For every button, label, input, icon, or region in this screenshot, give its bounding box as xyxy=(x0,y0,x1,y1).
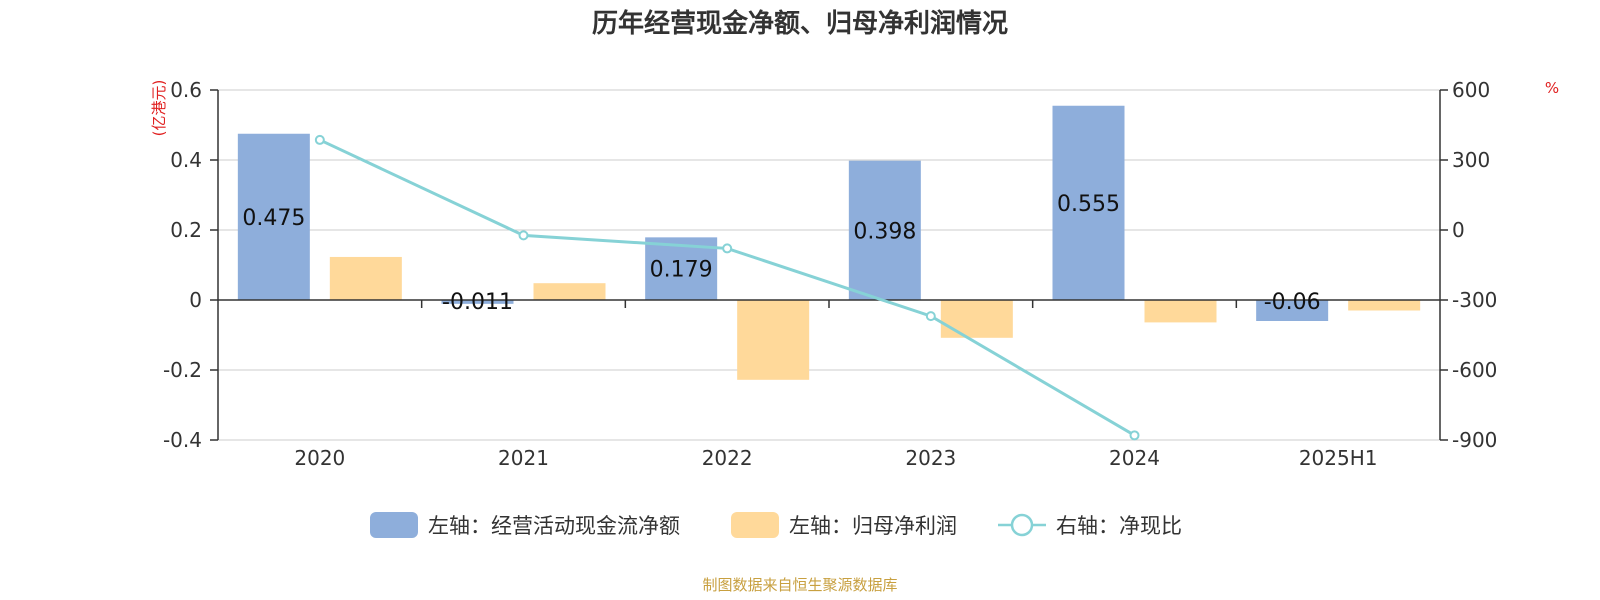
chart-title: 历年经营现金净额、归母净利润情况 xyxy=(592,8,1008,39)
ratio-point xyxy=(925,311,936,322)
category-label: 2022 xyxy=(702,446,753,470)
legend-label: 右轴：净现比 xyxy=(1056,514,1182,538)
bar-value-label: 0.555 xyxy=(1057,192,1120,217)
right-axis-tick-label: 600 xyxy=(1452,78,1490,102)
right-axis-tick-label: 0 xyxy=(1452,218,1465,242)
right-axis-tick-label: -600 xyxy=(1452,358,1497,382)
left-axis-tick-label: 0.4 xyxy=(170,148,202,172)
bar-series-1 xyxy=(1256,300,1329,321)
legend-swatch xyxy=(370,512,418,538)
bar-series-1 xyxy=(441,300,514,304)
ratio-point xyxy=(1129,430,1140,441)
bar-series-2 xyxy=(940,300,1013,338)
category-label: 2021 xyxy=(498,446,549,470)
bar-series-2 xyxy=(1144,300,1217,323)
legend-swatch xyxy=(731,512,779,538)
left-axis-tick-label: 0.6 xyxy=(170,78,202,102)
bar-series-1 xyxy=(1052,105,1125,300)
bar-value-label: 0.475 xyxy=(242,206,305,231)
bar-value-label: 0.398 xyxy=(853,219,916,244)
source-note: 制图数据来自恒生聚源数据库 xyxy=(702,576,897,594)
bar-series-2 xyxy=(533,283,606,300)
axes: 0.6 0.4 0.2 0 -0.2 -0.4 600 300 0 -300 -600 -900 202… xyxy=(163,78,1497,470)
legend-marker xyxy=(1010,513,1034,537)
category-label: 2023 xyxy=(905,446,956,470)
left-axis-tick-label: -0.2 xyxy=(163,358,202,382)
bar-series-2 xyxy=(737,300,810,380)
category-label: 2024 xyxy=(1109,446,1160,470)
left-axis-unit: (亿港元) xyxy=(150,80,168,137)
ratio-point xyxy=(314,134,325,145)
legend-label: 左轴：经营活动现金流净额 xyxy=(428,514,680,538)
ratio-line-path xyxy=(319,138,1136,437)
legend: 左轴：经营活动现金流净额 左轴：归母净利润 右轴：净现比 xyxy=(370,512,1182,538)
bar-series-1 xyxy=(848,160,921,300)
left-axis-tick-label: -0.4 xyxy=(163,428,202,452)
left-axis-tick-label: 0 xyxy=(189,288,202,312)
ratio-point xyxy=(722,243,733,254)
category-label: 2020 xyxy=(294,446,345,470)
bar-value-label: -0.011 xyxy=(442,290,513,315)
right-axis-tick-label: -900 xyxy=(1452,428,1497,452)
ratio-line xyxy=(314,134,1140,441)
right-axis-tick-label: -300 xyxy=(1452,288,1497,312)
right-axis-tick-label: 300 xyxy=(1452,148,1490,172)
category-label: 2025H1 xyxy=(1299,446,1378,470)
bar-series-2 xyxy=(329,256,402,300)
left-axis-tick-label: 0.2 xyxy=(170,218,202,242)
bar-value-label: -0.06 xyxy=(1264,290,1321,315)
bar-labels: 0.475 -0.011 0.179 0.398 0.555 -0.06 xyxy=(242,192,1320,315)
bars xyxy=(237,105,1421,380)
legend-label: 左轴：归母净利润 xyxy=(789,514,957,538)
bar-series-1 xyxy=(237,133,310,300)
right-axis-unit: % xyxy=(1545,79,1559,97)
bar-value-label: 0.179 xyxy=(650,258,713,283)
ratio-point xyxy=(518,230,529,241)
bar-series-2 xyxy=(1348,300,1421,311)
